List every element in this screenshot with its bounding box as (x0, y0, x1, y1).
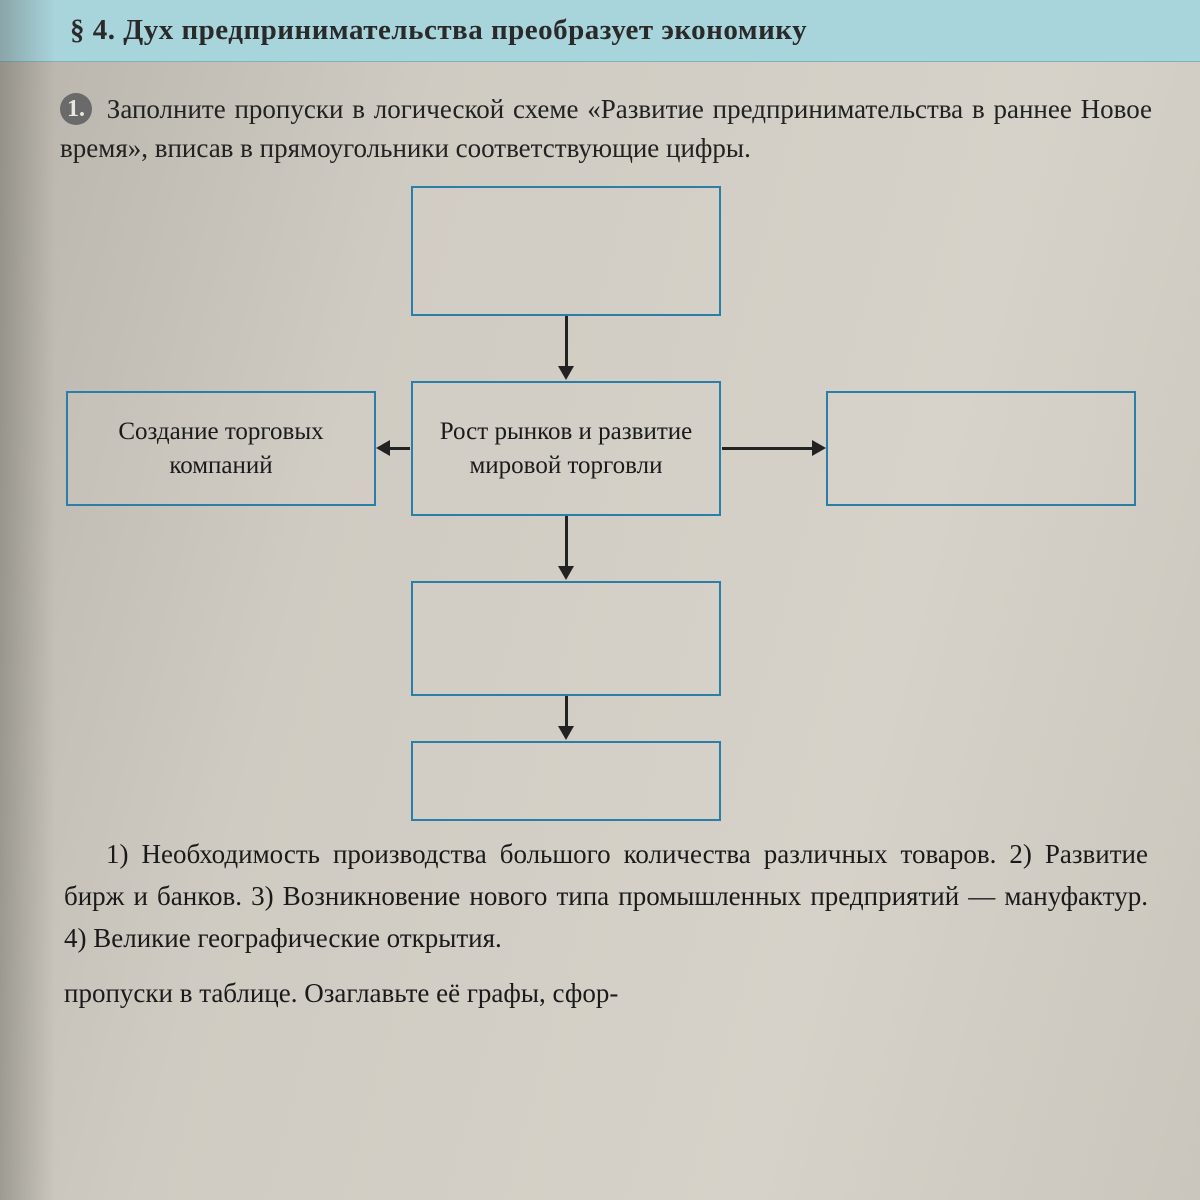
flowchart-box-bottom[interactable] (411, 741, 721, 821)
flowchart-box-left: Создание торговых компаний (66, 391, 376, 506)
arrowhead-center-to-mid (558, 566, 574, 580)
arrowhead-top-to-center (558, 366, 574, 380)
arrow-top-to-center (565, 316, 568, 368)
flowchart-box-mid[interactable] (411, 581, 721, 696)
arrowhead-mid-to-bottom (558, 726, 574, 740)
arrow-center-to-right (722, 447, 814, 450)
section-number: § 4. Дух (70, 14, 174, 46)
section-title: § 4. Дух предпринимательства преобразует… (70, 14, 1160, 47)
next-task-text: пропуски в таблице. Озаглавьте её графы,… (64, 978, 618, 1008)
arrow-center-to-mid (565, 516, 568, 568)
arrow-center-to-left (388, 447, 410, 450)
answer-options-text: 1) Необходимость производства большого к… (64, 839, 1148, 953)
workbook-page: § 4. Дух предпринимательства преобразует… (0, 0, 1200, 1200)
arrowhead-center-to-right (812, 440, 826, 456)
flowchart-box-center: Рост рынков и развитие мировой торговли (411, 381, 721, 516)
section-title-text: предпринимательства преобразует экономик… (181, 14, 807, 46)
flowchart: Создание торговых компаний Рост рынков и… (66, 186, 1146, 826)
flowchart-box-top[interactable] (411, 186, 721, 316)
task-number-badge: 1. (60, 93, 92, 125)
answer-options: 1) Необходимость производства большого к… (60, 834, 1152, 960)
arrowhead-center-to-left (376, 440, 390, 456)
section-header: § 4. Дух предпринимательства преобразует… (0, 0, 1200, 62)
box-center-label: Рост рынков и развитие мировой торговли (425, 415, 707, 483)
page-content: 1. Заполните пропуски в логической схеме… (0, 62, 1200, 1029)
next-task-fragment: пропуски в таблице. Озаглавьте её графы,… (60, 960, 1152, 1009)
task-text: Заполните пропуски в логической схеме «Р… (60, 94, 1152, 163)
arrow-mid-to-bottom (565, 696, 568, 728)
flowchart-box-right[interactable] (826, 391, 1136, 506)
task-instruction: 1. Заполните пропуски в логической схеме… (60, 90, 1152, 168)
box-left-label: Создание торговых компаний (80, 415, 362, 483)
